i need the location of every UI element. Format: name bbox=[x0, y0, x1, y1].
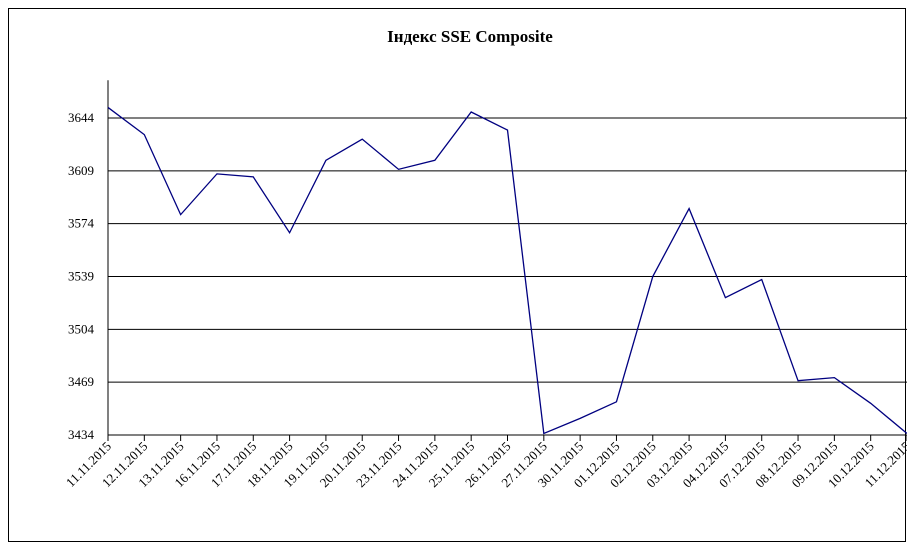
line-series bbox=[107, 106, 907, 435]
y-tick-label: 3469 bbox=[68, 374, 94, 389]
y-tick-label: 3609 bbox=[68, 163, 94, 178]
chart-title: Індекс SSE Composite bbox=[387, 27, 553, 46]
y-tick-label: 3504 bbox=[68, 321, 95, 336]
y-tick-label: 3644 bbox=[68, 110, 95, 125]
chart-frame bbox=[8, 8, 906, 542]
y-tick-label: 3434 bbox=[68, 427, 95, 442]
y-tick-label: 3574 bbox=[68, 216, 95, 231]
y-tick-label: 3539 bbox=[68, 269, 94, 284]
